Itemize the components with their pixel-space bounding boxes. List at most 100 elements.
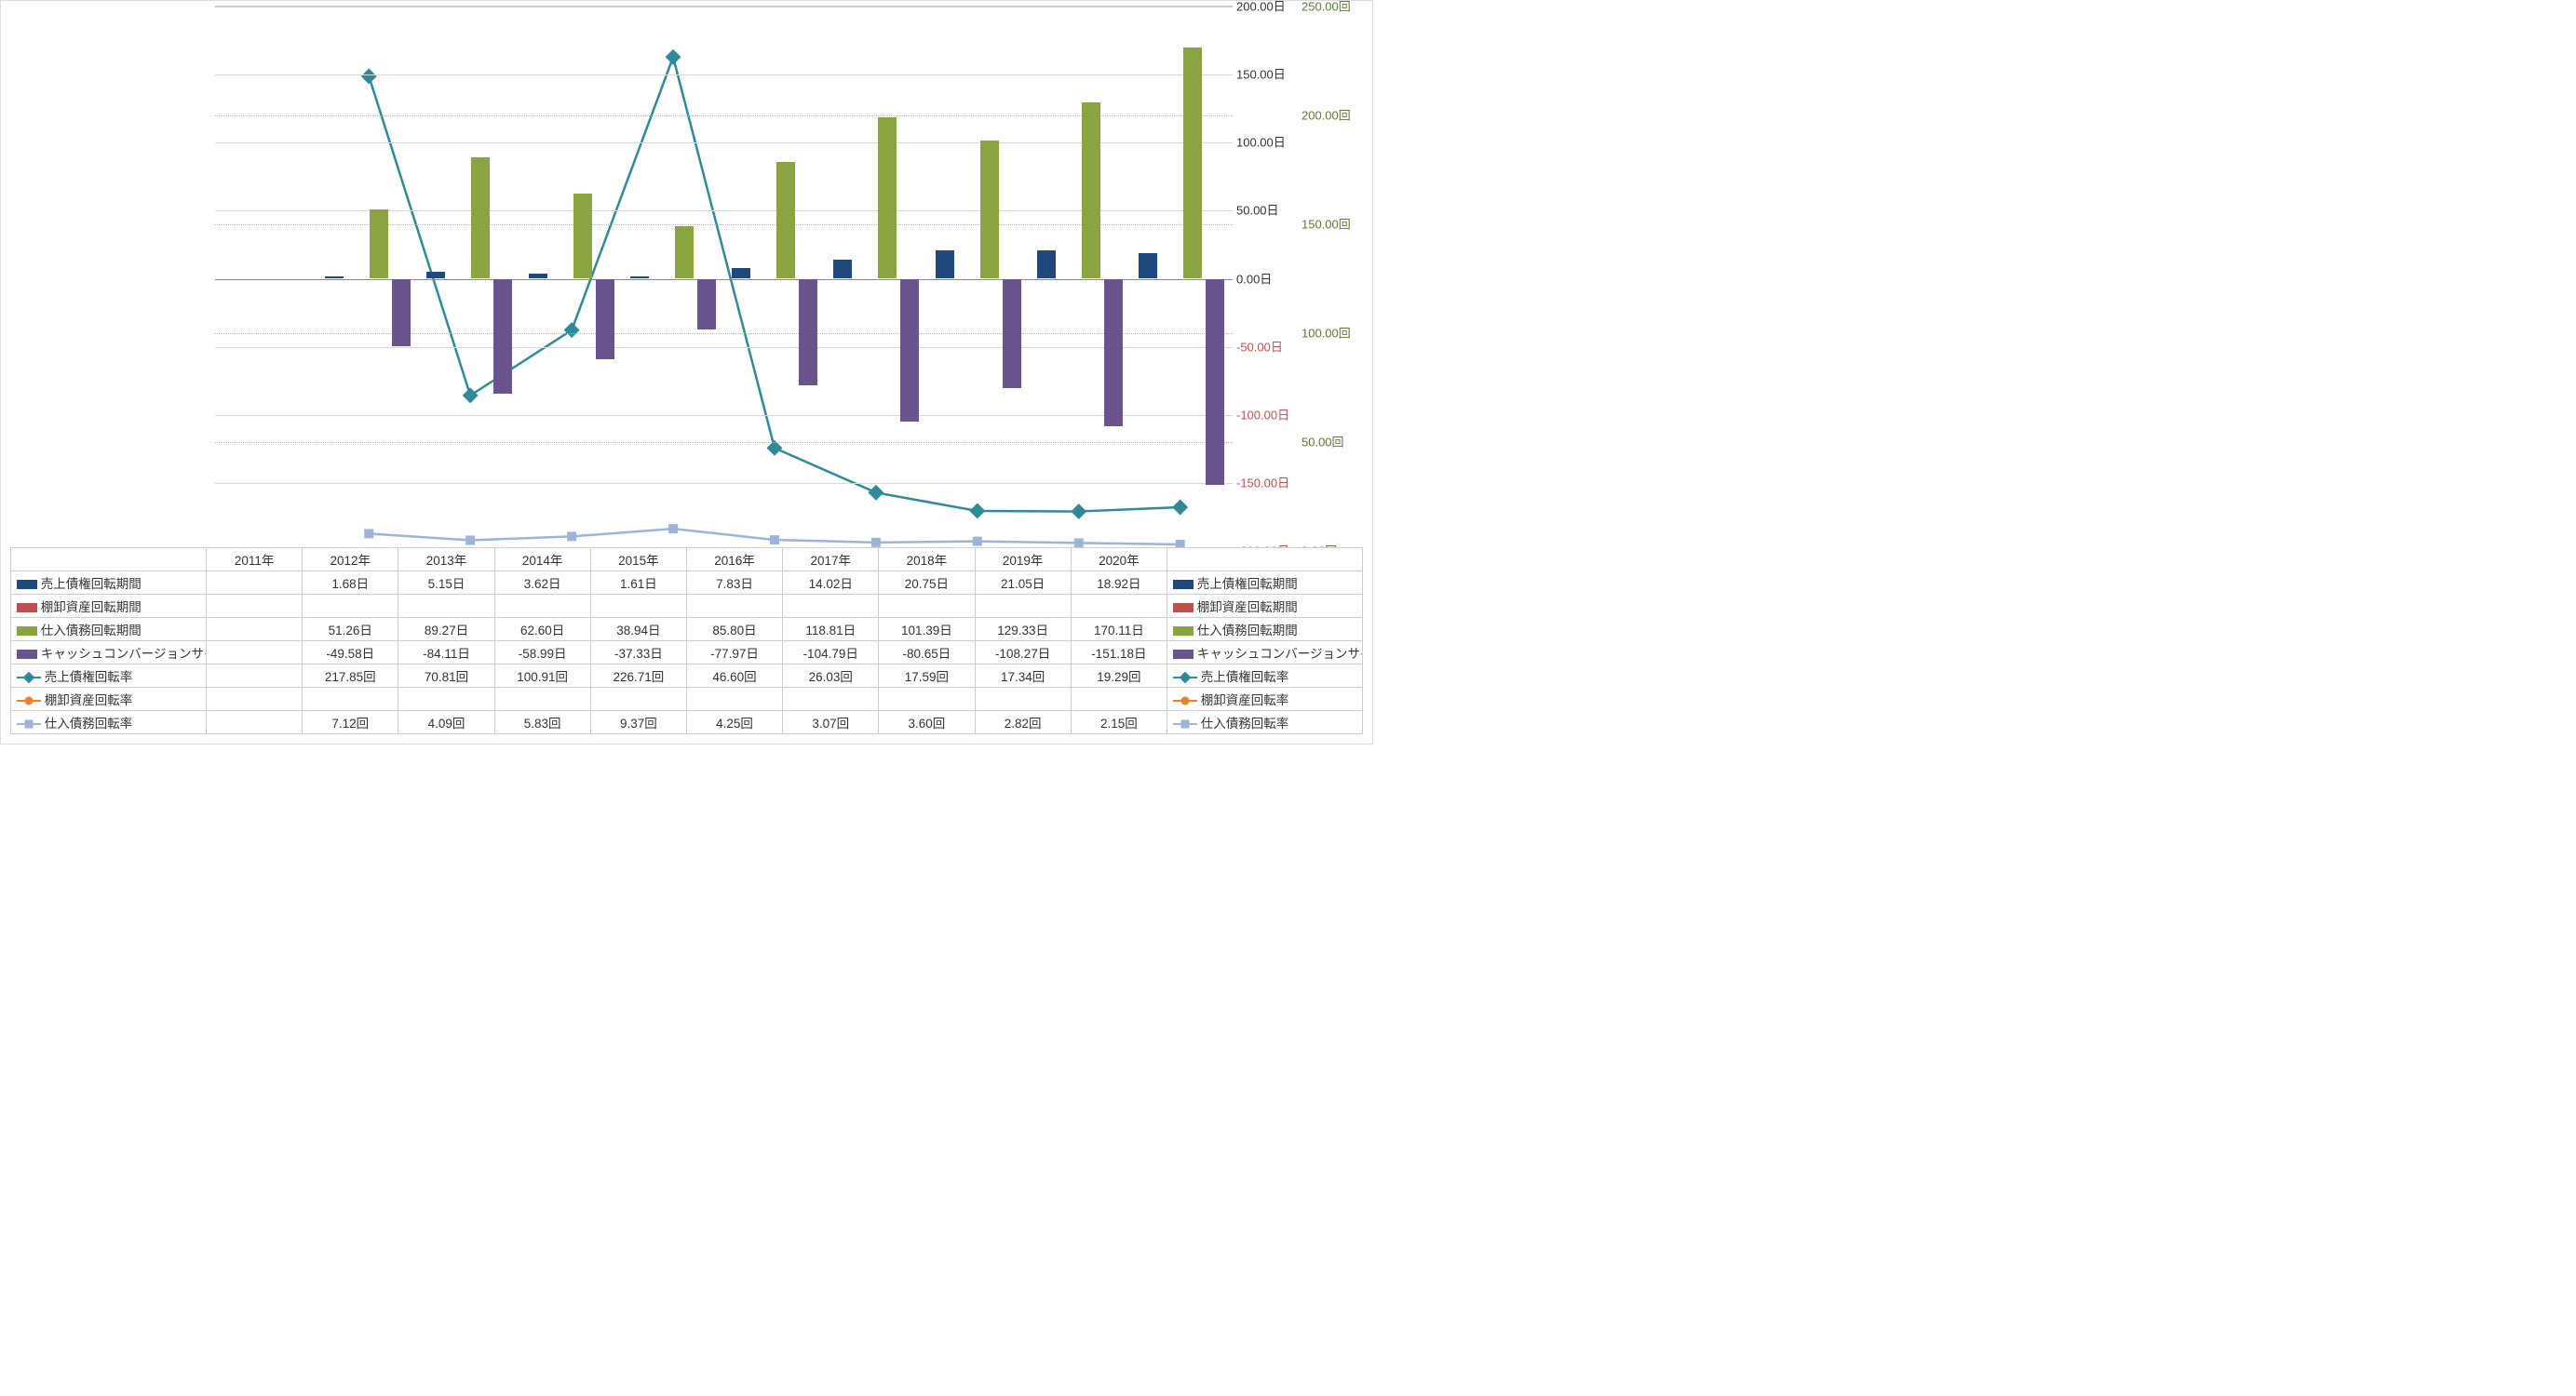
table-cell: -151.18日: [1071, 641, 1167, 664]
table-cell: [303, 688, 398, 711]
legend-marker-s6: [1173, 694, 1197, 707]
series-name: 売上債権回転期間: [37, 577, 142, 591]
category-slot: [520, 7, 622, 549]
table-cell: -84.11日: [398, 641, 494, 664]
legend-marker-s4: [1173, 650, 1194, 659]
table-cell: 3.62日: [494, 571, 590, 595]
legend-bar-icon: [17, 603, 37, 612]
row-label-s1: 売上債権回転期間: [11, 571, 207, 595]
table-cell: [879, 595, 975, 618]
table-cell: 1.61日: [590, 571, 686, 595]
series-name: 棚卸資産回転率: [41, 693, 132, 707]
row-label-s6: 棚卸資産回転率: [11, 688, 207, 711]
table-cell: 70.81回: [398, 664, 494, 688]
category-slot: [622, 7, 723, 549]
y1-tick-label: 200.00日: [1233, 0, 1298, 15]
table-cell: -80.65日: [879, 641, 975, 664]
legend-marker-s7: [17, 718, 41, 731]
table-cell: 17.59回: [879, 664, 975, 688]
bar-s3: [471, 157, 490, 279]
table-cell: 62.60日: [494, 618, 590, 641]
y1-tick-label: 0.00日: [1233, 269, 1298, 287]
category-slot: [724, 7, 826, 549]
table-cell: [590, 688, 686, 711]
table-year-header: 2018年: [879, 548, 975, 571]
legend-bar-icon: [1173, 580, 1194, 589]
table-cell: 20.75日: [879, 571, 975, 595]
table-cell: 2.82回: [975, 711, 1071, 734]
bar-s3: [1082, 102, 1100, 278]
y1-tick-label: -100.00日: [1233, 405, 1298, 423]
bar-s1: [833, 260, 852, 279]
table-cell: 7.12回: [303, 711, 398, 734]
y2-tick-label: 200.00回: [1298, 106, 1363, 124]
row-label-s2: 棚卸資産回転期間: [11, 595, 207, 618]
table-year-header: 2017年: [783, 548, 879, 571]
y1-tick-label: 150.00日: [1233, 65, 1298, 83]
legend-marker-shape: [1181, 697, 1190, 705]
table-cell: [494, 688, 590, 711]
row-label-s3: 仕入債務回転期間: [11, 618, 207, 641]
row-label-s5: 売上債権回転率: [11, 664, 207, 688]
legend-marker-s1: [1173, 580, 1194, 589]
bar-s1: [936, 250, 954, 278]
chart-container: -200.00日-150.00日-100.00日-50.00日0.00日50.0…: [0, 0, 1373, 745]
bar-s4: [697, 279, 716, 330]
table-cell: 19.29回: [1071, 664, 1167, 688]
series-name: 仕入債務回転期間: [1194, 624, 1298, 638]
series-name: 棚卸資産回転期間: [1194, 600, 1298, 614]
series-name: 仕入債務回転期間: [37, 624, 142, 638]
category-slot: [826, 7, 927, 549]
table-cell: 5.83回: [494, 711, 590, 734]
series-name: 売上債権回転率: [1197, 670, 1288, 684]
bar-s3: [675, 226, 694, 279]
series-name: 棚卸資産回転率: [1197, 693, 1288, 707]
table-cell: 129.33日: [975, 618, 1071, 641]
table-cell: -58.99日: [494, 641, 590, 664]
row-right-legend-s3: 仕入債務回転期間: [1167, 618, 1363, 641]
legend-line-icon: [17, 671, 41, 684]
legend-marker-s4: [17, 650, 37, 659]
table-year-header: 2015年: [590, 548, 686, 571]
y2-tick-label: 50.00回: [1298, 433, 1363, 450]
category-slot: [927, 7, 1029, 549]
bar-s3: [573, 194, 592, 279]
bar-s1: [529, 274, 547, 278]
table-cell: 226.71回: [590, 664, 686, 688]
legend-marker-shape: [23, 672, 35, 684]
table-year-header: 2013年: [398, 548, 494, 571]
row-right-legend-s7: 仕入債務回転率: [1167, 711, 1363, 734]
legend-marker-s2: [1173, 603, 1194, 612]
series-name: 売上債権回転率: [41, 670, 132, 684]
table-row: 売上債権回転期間1.68日5.15日3.62日1.61日7.83日14.02日2…: [11, 571, 1363, 595]
y1-tick-label: -50.00日: [1233, 337, 1298, 355]
table-year-header: 2012年: [303, 548, 398, 571]
legend-marker-shape: [25, 697, 34, 705]
category-slot: [1029, 7, 1130, 549]
series-name: キャッシュコンバージョンサイクル: [1194, 647, 1363, 661]
table-cell: 17.34回: [975, 664, 1071, 688]
bar-s1: [630, 276, 649, 278]
bar-s4: [1206, 279, 1224, 485]
table-cell: 85.80日: [686, 618, 782, 641]
table-row: 仕入債務回転期間51.26日89.27日62.60日38.94日85.80日11…: [11, 618, 1363, 641]
table-cell: [207, 688, 303, 711]
legend-marker-s1: [17, 580, 37, 589]
y1-tick-label: -150.00日: [1233, 473, 1298, 490]
legend-marker-shape: [25, 720, 34, 729]
bar-s3: [370, 209, 388, 279]
plot-area: [215, 6, 1233, 550]
table-right-corner: [1167, 548, 1363, 571]
series-name: キャッシュコンバージョンサイクル: [37, 647, 207, 661]
bar-s3: [980, 141, 999, 278]
table-cell: [207, 618, 303, 641]
legend-bar-icon: [17, 650, 37, 659]
row-right-legend-s5: 売上債権回転率: [1167, 664, 1363, 688]
table-cell: 1.68日: [303, 571, 398, 595]
table-cell: 9.37回: [590, 711, 686, 734]
legend-marker-s2: [17, 603, 37, 612]
legend-line-icon: [1173, 694, 1197, 707]
table-cell: [783, 688, 879, 711]
bar-s4: [392, 279, 411, 347]
bar-s3: [776, 162, 795, 278]
